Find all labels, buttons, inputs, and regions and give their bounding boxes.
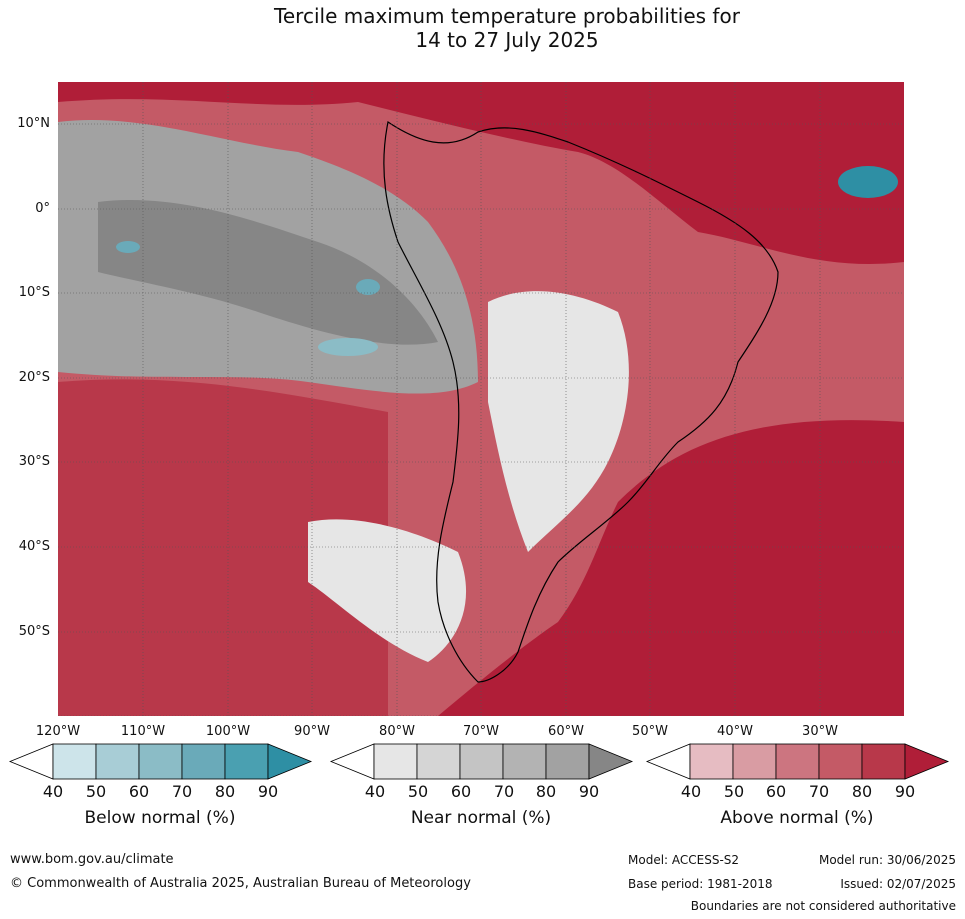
colorbar-below-bin-4 (181, 743, 226, 780)
cbar1-tick-70: 70 (171, 782, 193, 801)
colorbar-above-bin-5 (861, 743, 906, 780)
region-above-80-west (58, 379, 388, 716)
lat-label-0: 0° (35, 201, 50, 216)
colorbar-near-extend-high (588, 743, 634, 780)
cbar1-tick-60: 60 (128, 782, 150, 801)
colorbar-below-bin-2 (95, 743, 140, 780)
cbar2-tick-70: 70 (493, 782, 515, 801)
lat-label-10s: 10°S (18, 285, 50, 300)
cbar2-tick-40: 40 (364, 782, 386, 801)
lon-label-100w: 100°W (205, 724, 251, 739)
lon-label-70w: 70°W (463, 724, 499, 739)
cbar3-tick-60: 60 (765, 782, 787, 801)
cbar-above-title: Above normal (%) (720, 808, 874, 828)
title-line-2: 14 to 27 July 2025 (415, 28, 599, 52)
footer-base-period: Base period: 1981-2018 (628, 877, 773, 891)
colorbar-above-bin-2 (732, 743, 777, 780)
region-above-90-north (58, 82, 904, 265)
cbar3-tick-80: 80 (851, 782, 873, 801)
region-below-normal-1 (838, 166, 898, 198)
probability-map (58, 82, 904, 716)
colorbar-near (329, 743, 634, 780)
footer-website: www.bom.gov.au/climate (10, 852, 174, 867)
colorbar-above-extend-high (904, 743, 950, 780)
colorbar-near-bin-1 (373, 743, 418, 780)
lat-label-50s: 50°S (18, 624, 50, 639)
cbar-near-title: Near normal (%) (410, 808, 552, 828)
cbar1-tick-50: 50 (85, 782, 107, 801)
cbar3-tick-90: 90 (894, 782, 916, 801)
cbar-below-title: Below normal (%) (84, 808, 236, 828)
cbar1-tick-40: 40 (42, 782, 64, 801)
colorbar-above (645, 743, 950, 780)
coastline-south-america (383, 121, 779, 683)
region-near-normal-south (308, 519, 467, 662)
colorbar-above-extend-low (645, 743, 691, 780)
colorbar-near-bin-4 (502, 743, 547, 780)
lat-label-40s: 40°S (18, 539, 50, 554)
map-svg (58, 82, 904, 716)
lon-label-110w: 110°W (120, 724, 166, 739)
colorbars-svg (8, 743, 950, 780)
lon-label-120w: 120°W (35, 724, 81, 739)
lon-label-30w: 30°W (802, 724, 838, 739)
lon-label-40w: 40°W (717, 724, 753, 739)
colorbar-below-bin-1 (52, 743, 97, 780)
cbar2-tick-90: 90 (578, 782, 600, 801)
footer-copyright: © Commonwealth of Australia 2025, Austra… (10, 876, 471, 891)
lon-label-60w: 60°W (548, 724, 584, 739)
region-below-normal-3 (318, 338, 378, 356)
lat-label-20s: 20°S (18, 370, 50, 385)
cbar3-tick-70: 70 (808, 782, 830, 801)
region-above-90-southeast (438, 420, 904, 716)
colorbar-near-extend-low (329, 743, 375, 780)
footer-model: Model: ACCESS-S2 (628, 853, 740, 867)
colorbar-above-bin-3 (775, 743, 820, 780)
cbar2-tick-60: 60 (450, 782, 472, 801)
colorbar-near-bin-3 (459, 743, 504, 780)
colorbar-below (8, 743, 313, 780)
lat-label-30s: 30°S (18, 454, 50, 469)
cbar3-tick-50: 50 (723, 782, 745, 801)
lon-label-90w: 90°W (294, 724, 330, 739)
region-near-normal-pacific-dark (98, 200, 438, 345)
cbar1-tick-90: 90 (257, 782, 279, 801)
lon-label-80w: 80°W (379, 724, 415, 739)
cbar1-tick-80: 80 (214, 782, 236, 801)
colorbar-below-bin-5 (224, 743, 269, 780)
footer-disclaimer: Boundaries are not considered authoritat… (690, 899, 956, 913)
region-below-normal-4 (116, 241, 140, 253)
colorbar-near-bin-5 (545, 743, 590, 780)
title-line-1: Tercile maximum temperature probabilitie… (274, 4, 740, 28)
lon-label-50w: 50°W (632, 724, 668, 739)
cbar2-tick-80: 80 (535, 782, 557, 801)
colorbar-above-bin-1 (689, 743, 734, 780)
colorbar-below-extend-high (267, 743, 313, 780)
footer-issued: Issued: 02/07/2025 (840, 877, 956, 891)
colorbar-below-extend-low (8, 743, 54, 780)
land-near-normal (488, 291, 629, 552)
footer-model-run: Model run: 30/06/2025 (818, 853, 956, 867)
lat-label-10n: 10°N (17, 116, 50, 131)
colorbar-above-bin-4 (818, 743, 863, 780)
region-below-normal-2 (356, 279, 380, 295)
colorbar-below-bin-3 (138, 743, 183, 780)
cbar3-tick-40: 40 (680, 782, 702, 801)
graticule (58, 82, 904, 716)
cbar2-tick-50: 50 (407, 782, 429, 801)
chart-title: Tercile maximum temperature probabilitie… (0, 4, 965, 52)
colorbar-near-bin-2 (416, 743, 461, 780)
